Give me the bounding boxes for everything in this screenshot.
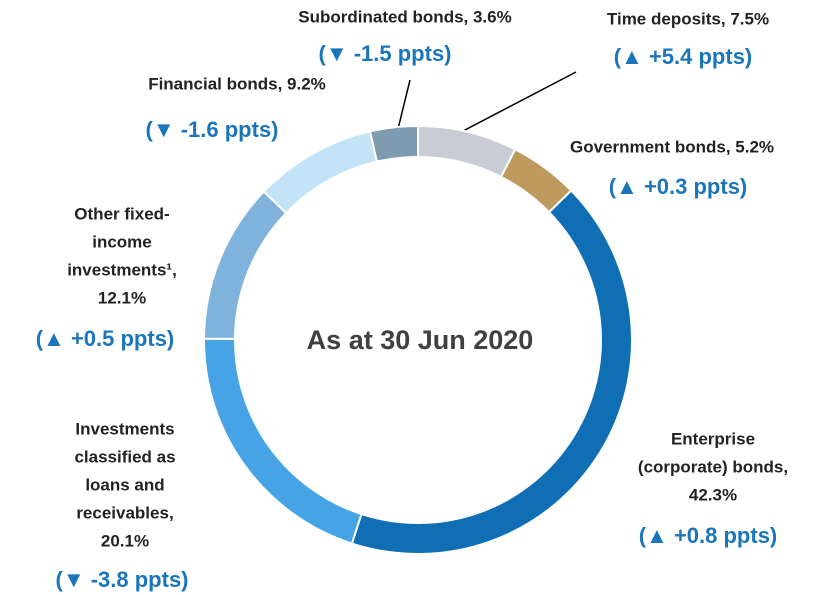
segment-label: Government bonds, 5.2%: [570, 137, 774, 156]
segment-label: Investments: [75, 419, 174, 438]
change-label: (▼ -3.8 ppts): [56, 567, 189, 592]
center-label: As at 30 Jun 2020: [307, 325, 534, 355]
leader-line: [462, 71, 577, 132]
segment-label: Other fixed-: [74, 204, 169, 223]
change-label: (▲ +0.3 ppts): [609, 174, 748, 199]
donut-segment: [417, 124, 517, 179]
segment-label: 12.1%: [98, 288, 146, 307]
donut-segment: [262, 130, 379, 215]
segment-label: receivables,: [76, 503, 173, 522]
donut-segment: [350, 189, 633, 555]
segment-label: income: [92, 232, 152, 251]
segment-label: classified as: [74, 447, 175, 466]
change-label: (▲ +5.4 ppts): [614, 44, 753, 69]
leader-line: [396, 79, 411, 134]
segment-label: 42.3%: [689, 485, 737, 504]
donut-segment: [202, 190, 288, 340]
donut-segment: [368, 124, 419, 163]
change-label: (▲ +0.5 ppts): [36, 326, 175, 351]
segment-label: investments¹,: [67, 260, 177, 279]
segment-label: 20.1%: [101, 531, 149, 550]
change-label: (▲ +0.8 ppts): [639, 523, 778, 548]
segment-label: (corporate) bonds,: [638, 457, 788, 476]
segment-label: Financial bonds, 9.2%: [148, 74, 326, 93]
change-label: (▼ -1.6 ppts): [146, 117, 279, 142]
segment-label: loans and: [85, 475, 164, 494]
change-label: (▼ -1.5 ppts): [319, 41, 452, 66]
segment-label: Enterprise: [671, 429, 755, 448]
donut-segment: [203, 337, 363, 545]
segment-label: Subordinated bonds, 3.6%: [298, 7, 511, 26]
segment-label: Time deposits, 7.5%: [607, 9, 769, 28]
